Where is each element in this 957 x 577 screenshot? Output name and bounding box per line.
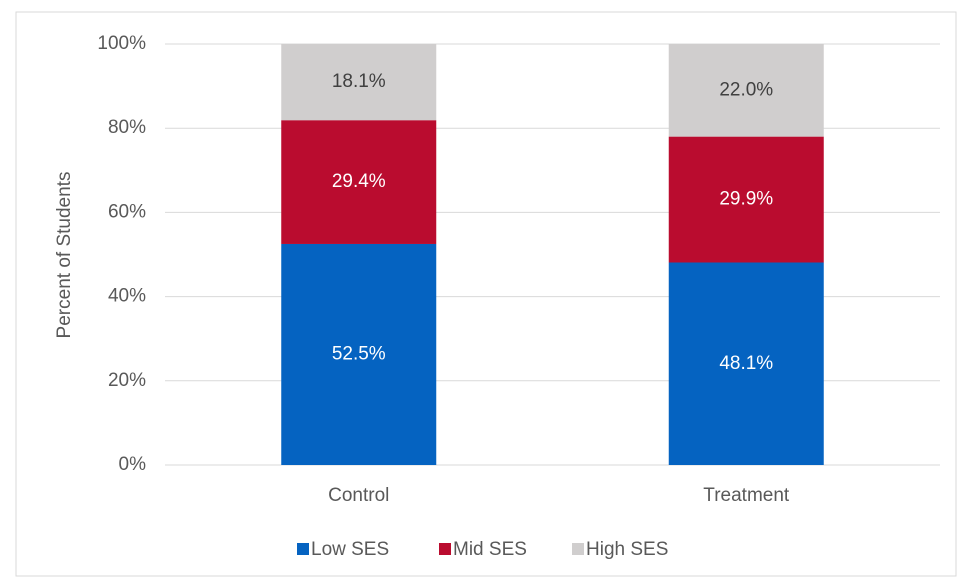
- legend-swatch: [439, 543, 451, 555]
- bar-segment: [668, 136, 824, 263]
- y-tick-label: 100%: [97, 33, 146, 54]
- y-tick-label: 80%: [108, 117, 146, 138]
- x-tick-label: Treatment: [703, 485, 790, 506]
- legend-label: Mid SES: [453, 539, 527, 560]
- bar-segment: [281, 44, 437, 121]
- x-tick-label: Control: [328, 485, 389, 506]
- y-tick-label: 40%: [108, 286, 146, 307]
- y-tick-label: 60%: [108, 201, 146, 222]
- legend-swatch: [572, 543, 584, 555]
- value-label: 22.0%: [719, 79, 773, 100]
- y-tick-label: 20%: [108, 370, 146, 391]
- value-label: 29.4%: [332, 171, 386, 192]
- bar-segment: [281, 243, 437, 465]
- bar-segment: [668, 262, 824, 465]
- legend-swatch: [297, 543, 309, 555]
- y-axis-label: Percent of Students: [54, 172, 75, 339]
- legend-label: Low SES: [311, 539, 389, 560]
- value-label: 52.5%: [332, 344, 386, 365]
- bar-segment: [281, 120, 437, 244]
- y-tick-label: 0%: [119, 454, 147, 475]
- legend-label: High SES: [586, 539, 668, 560]
- value-label: 18.1%: [332, 71, 386, 92]
- value-label: 48.1%: [719, 353, 773, 374]
- value-label: 29.9%: [719, 189, 773, 210]
- bar-segment: [668, 44, 824, 137]
